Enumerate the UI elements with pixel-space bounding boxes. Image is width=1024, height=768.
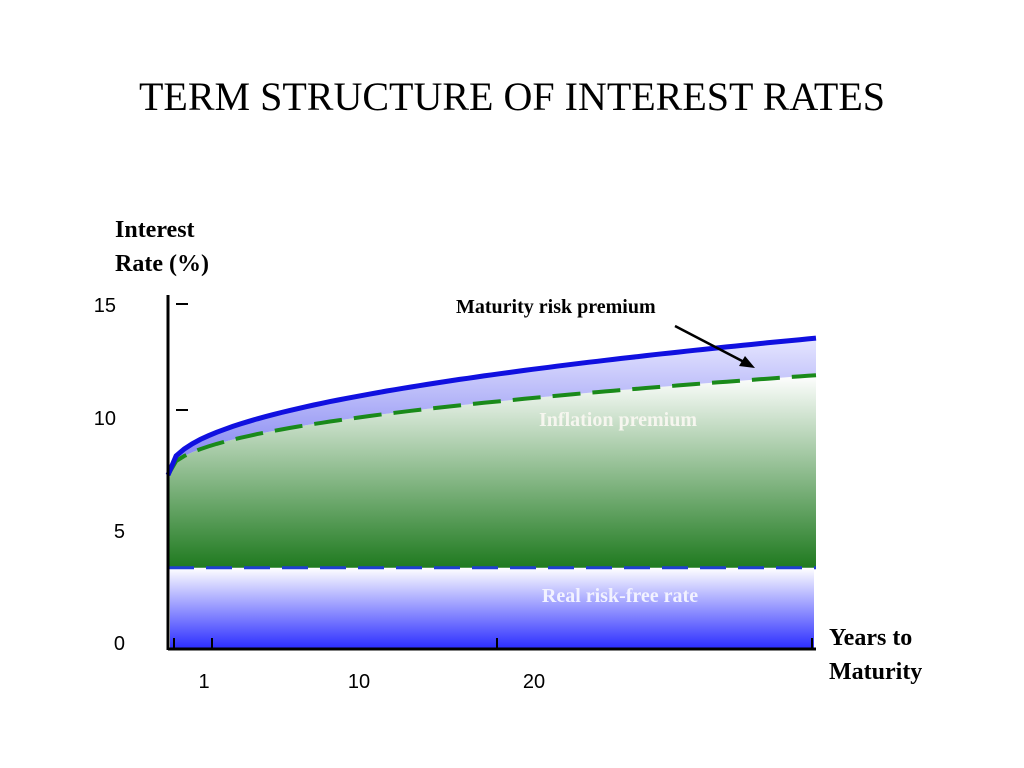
x-tick-label-1: 1 [198, 671, 209, 693]
inflation-premium-area [168, 375, 816, 568]
real-risk-free-area [170, 567, 814, 649]
y-axis-label-line2: Rate (%) [115, 251, 209, 277]
y-tick-label-0: 0 [114, 633, 125, 655]
maturity-risk-premium-area [168, 338, 816, 475]
x-tick-label-20: 20 [523, 671, 545, 693]
real-risk-free-label: Real risk-free rate [542, 585, 698, 607]
maturity-risk-premium-label: Maturity risk premium [456, 296, 656, 318]
maturity-risk-premium-line [165, 335, 817, 476]
page-title: TERM STRUCTURE OF INTEREST RATES [139, 74, 885, 119]
y-tick-label-5: 5 [114, 521, 125, 543]
y-tick-label-15: 15 [94, 295, 116, 317]
annotation-arrow-shaft [674, 324, 747, 365]
y-axis-label-line1: Interest [115, 217, 195, 243]
x-axis-label-line1: Years to [829, 625, 912, 651]
inflation-premium-line [166, 373, 817, 477]
inflation-premium-label: Inflation premium [539, 409, 697, 431]
y-tick-label-10: 10 [94, 408, 116, 430]
annotation-arrow-head [739, 356, 755, 368]
x-axis-label-line2: Maturity [829, 659, 922, 685]
x-tick-label-10: 10 [348, 671, 370, 693]
